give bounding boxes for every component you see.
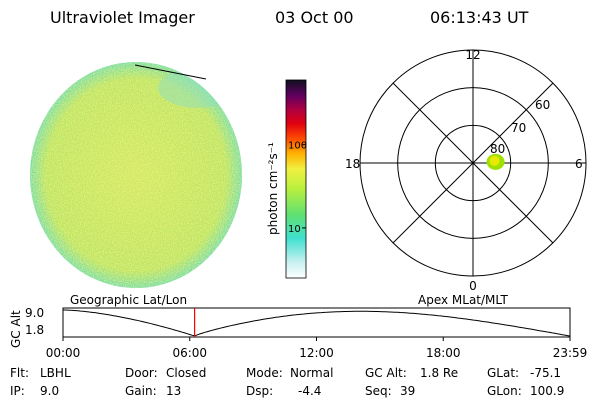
seq-label: Seq: bbox=[365, 384, 392, 398]
mode-value: Normal bbox=[290, 366, 334, 380]
altitude-curve bbox=[63, 309, 571, 337]
mlt-label-12: 12 bbox=[465, 48, 480, 62]
mode-label: Mode: bbox=[246, 366, 283, 380]
mlt-label-6: 6 bbox=[575, 157, 583, 171]
instrument-title: Ultraviolet Imager bbox=[50, 8, 195, 27]
colorbar-tick-label: 100 bbox=[288, 141, 307, 152]
timeline-frame bbox=[62, 307, 571, 338]
terminator-line bbox=[134, 64, 207, 80]
glat-value: -75.1 bbox=[530, 366, 562, 380]
x-tick-label: 23:59 bbox=[553, 346, 588, 360]
x-tick-label: 06:00 bbox=[172, 346, 207, 360]
colorbar: 100 10 photon cm⁻²s⁻¹ bbox=[266, 79, 307, 279]
mlt-spoke bbox=[392, 82, 554, 244]
door-label: Door: bbox=[125, 366, 158, 380]
altitude-timeline: GC Alt 9.0 1.8 00:00 06:00 12:00 18:00 23:59 bbox=[9, 306, 588, 360]
flt-value: LBHL bbox=[40, 366, 71, 380]
dsp-label: Dsp: bbox=[246, 384, 274, 398]
x-tick-label: 00:00 bbox=[46, 346, 81, 360]
gain-label: Gain: bbox=[125, 384, 157, 398]
x-tick-label: 12:00 bbox=[299, 346, 334, 360]
gain-value: 13 bbox=[166, 384, 182, 398]
glon-value: 100.9 bbox=[530, 384, 565, 398]
gcalt-label: GC Alt: bbox=[365, 366, 407, 380]
lat-label-60: 60 bbox=[535, 98, 550, 112]
colorbar-gradient bbox=[285, 79, 307, 279]
timeline-x-ticks: 00:00 06:00 12:00 18:00 23:59 bbox=[46, 337, 588, 360]
timeline-y-label: GC Alt bbox=[9, 310, 23, 348]
time-label: 06:13:43 UT bbox=[430, 8, 529, 27]
y-tick-low: 1.8 bbox=[25, 323, 44, 337]
apex-mlat-mlt-label: Apex MLat/MLT bbox=[418, 293, 508, 307]
dsp-value: -4.4 bbox=[298, 384, 322, 398]
lat-label-70: 70 bbox=[511, 121, 526, 135]
door-value: Closed bbox=[166, 366, 207, 380]
geo-lat-lon-label: Geographic Lat/Lon bbox=[70, 293, 188, 307]
ip-label: IP: bbox=[10, 384, 25, 398]
y-tick-high: 9.0 bbox=[25, 306, 44, 320]
colorbar-tick-label: 10 bbox=[288, 224, 301, 235]
lat-label-80: 80 bbox=[490, 142, 505, 156]
polar-grid bbox=[359, 49, 587, 277]
glat-label: GLat: bbox=[487, 366, 520, 380]
colorbar-unit-label: photon cm⁻²s⁻¹ bbox=[266, 142, 280, 235]
polar-plot: 12 0 18 6 60 70 80 bbox=[345, 48, 587, 293]
ip-value: 9.0 bbox=[40, 384, 60, 398]
colorbar-ticks: 100 10 bbox=[288, 141, 307, 235]
flt-label: Flt: bbox=[10, 366, 29, 380]
emission-blob-core bbox=[489, 155, 500, 166]
x-tick-label: 18:00 bbox=[426, 346, 461, 360]
earth-image bbox=[30, 62, 242, 288]
date-label: 03 Oct 00 bbox=[275, 8, 354, 27]
mlt-label-0: 0 bbox=[469, 279, 477, 293]
glon-label: GLon: bbox=[487, 384, 522, 398]
seq-value: 39 bbox=[400, 384, 416, 398]
gcalt-value: 1.8 Re bbox=[420, 366, 459, 380]
mlt-label-18: 18 bbox=[345, 157, 360, 171]
